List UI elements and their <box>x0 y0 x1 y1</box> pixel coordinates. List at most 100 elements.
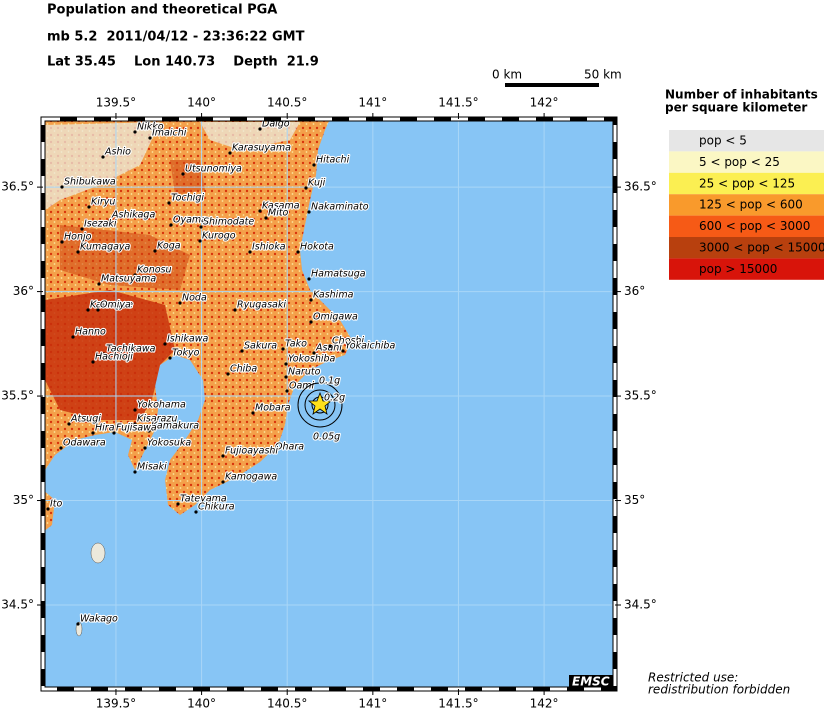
city-dot <box>169 223 173 227</box>
city-dot <box>147 429 151 433</box>
city-dot <box>194 510 198 514</box>
city-dot <box>307 277 311 281</box>
city-label: Kuji <box>308 178 326 189</box>
scale-end: 50 km <box>584 68 622 82</box>
city-dot <box>60 185 64 189</box>
city-dot <box>96 308 100 312</box>
legend-swatch <box>669 130 694 152</box>
legend-title: per square kilometer <box>665 101 807 115</box>
city-dot <box>285 389 289 393</box>
location-info: Lat 35.45 Lon 140.73 Depth 21.9 <box>47 55 319 70</box>
city-dot <box>198 239 202 243</box>
city-dot <box>112 431 116 435</box>
city-label: Ashio <box>104 147 131 158</box>
city-label: Kashima <box>313 290 354 301</box>
city-label: Tokyo <box>172 348 200 359</box>
city-dot <box>86 308 90 312</box>
city-dot <box>312 351 316 355</box>
city-dot <box>133 273 137 277</box>
lon-label: 140.5° <box>267 96 307 110</box>
city-label: Imaichi <box>152 128 187 139</box>
city-label: Shimodate <box>203 217 254 228</box>
city-dot <box>181 172 185 176</box>
city-dot <box>233 308 237 312</box>
city-dot <box>284 375 288 379</box>
legend-swatch <box>669 194 694 216</box>
lon-label: 139.5° <box>96 96 136 110</box>
legend-label: pop > 15000 <box>699 262 777 276</box>
city-label: Hachioji <box>95 352 133 363</box>
pga-contours: 0.2g 0.1g 0.05g <box>297 374 346 444</box>
city-label: Wakago <box>80 614 118 625</box>
legend-swatch <box>669 215 694 237</box>
city-dot <box>226 372 230 376</box>
scale-bar <box>505 83 599 87</box>
city-dot <box>176 502 180 506</box>
city-label: Karasuyama <box>232 143 291 154</box>
city-label: Konosu <box>137 265 172 276</box>
city-dot <box>240 349 244 353</box>
city-label: Kamogawa <box>225 472 277 483</box>
legend-swatch-bg <box>694 215 824 237</box>
city-label: Hanno <box>75 327 106 338</box>
city-label: Yokosuka <box>147 438 191 449</box>
city-label: Omiya <box>100 300 131 311</box>
city-label: Matsuyama <box>101 274 156 285</box>
city-label: Kisarazu <box>137 414 177 425</box>
city-label: Kasama <box>262 201 300 212</box>
city-label: Chikura <box>198 502 235 513</box>
scale-start: 0 km <box>492 68 522 82</box>
legend-label: 3000 < pop < 15000 <box>699 241 824 255</box>
city-dot <box>271 450 275 454</box>
city-label: Mobara <box>255 403 291 414</box>
lon-label: 140° <box>187 697 216 711</box>
city-dot <box>228 151 232 155</box>
city-dot <box>341 349 345 353</box>
city-dot <box>148 136 152 140</box>
city-label: Yokaichiba <box>345 341 395 352</box>
city-dot <box>97 282 101 286</box>
city-label: Yokohama <box>137 400 186 411</box>
city-label: Kurogo <box>202 231 236 242</box>
legend-swatch-bg <box>694 172 824 195</box>
city-label: Hokota <box>300 242 334 253</box>
credit: EMSC <box>572 675 610 689</box>
city-label: Oami <box>289 381 315 392</box>
city-dot <box>258 127 262 131</box>
legend-swatch <box>669 237 694 259</box>
city-label: Kumagaya <box>80 242 131 253</box>
city-dot <box>296 250 300 254</box>
notice: Restricted use: <box>648 671 738 685</box>
city-label: Utsunomiya <box>185 164 242 175</box>
legend-swatch-bg <box>694 151 824 173</box>
city-dot <box>101 155 105 159</box>
lat-label: 34.5° <box>1 598 34 612</box>
city-dot <box>133 422 137 426</box>
legend-swatch-bg <box>694 194 824 216</box>
epicenter <box>307 391 333 415</box>
legend-swatch <box>669 151 694 173</box>
city-dot <box>221 480 225 484</box>
mountains <box>45 122 300 210</box>
urban-north <box>60 160 205 290</box>
city-label: Naruto <box>288 367 321 378</box>
city-dot <box>167 201 171 205</box>
city-label: Misaki <box>137 462 167 473</box>
city-dot <box>133 130 137 134</box>
city-dot <box>87 205 91 209</box>
city-label: Fujisawa <box>116 423 157 434</box>
city-label: Nakaminato <box>311 202 369 213</box>
frame-dash <box>41 117 617 691</box>
city-dot <box>312 163 316 167</box>
legend-swatch-bg <box>694 130 824 152</box>
legend-swatch-bg <box>694 258 824 280</box>
city-label: Koga <box>157 241 181 252</box>
city-dot <box>221 454 225 458</box>
city-label: Sakura <box>244 341 277 352</box>
city-label: Hitachi <box>316 155 350 166</box>
lon-label: 140° <box>187 96 216 110</box>
city-label: Daigo <box>262 119 290 130</box>
city-dot <box>304 186 308 190</box>
